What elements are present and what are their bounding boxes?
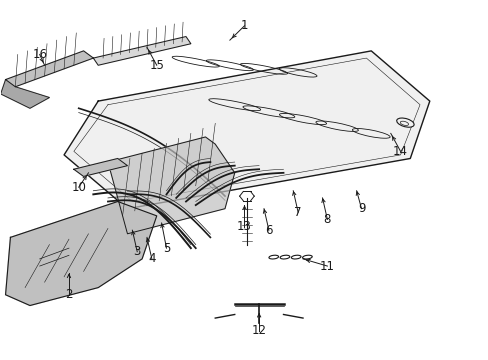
Text: 8: 8 [323,213,330,226]
Text: 11: 11 [319,260,334,273]
Text: 2: 2 [65,288,73,301]
Text: 13: 13 [237,220,251,233]
Polygon shape [5,202,157,306]
Polygon shape [0,80,49,108]
Text: 6: 6 [264,224,272,237]
Text: 1: 1 [240,19,248,32]
Text: 7: 7 [294,206,301,219]
Polygon shape [5,51,93,87]
Polygon shape [64,51,429,209]
Polygon shape [74,158,127,176]
Polygon shape [93,37,190,65]
Text: 14: 14 [392,145,407,158]
Text: 10: 10 [71,181,86,194]
Text: 15: 15 [149,59,164,72]
Ellipse shape [396,118,413,127]
Text: 3: 3 [133,245,141,258]
Text: 4: 4 [148,252,155,265]
Text: 16: 16 [32,48,47,61]
Text: 12: 12 [251,324,266,337]
Polygon shape [108,137,234,234]
Text: 9: 9 [357,202,365,215]
Text: 5: 5 [163,242,170,255]
